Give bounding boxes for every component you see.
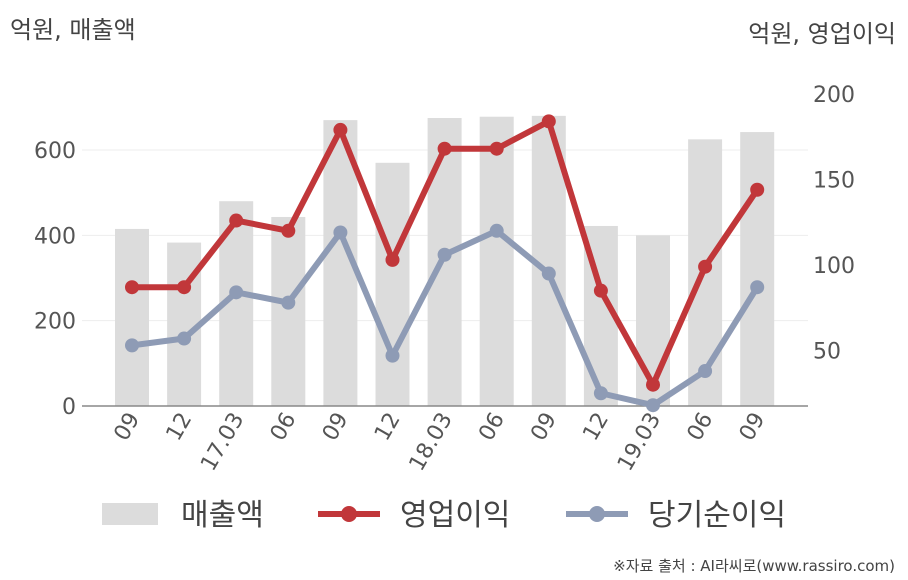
legend-swatch-revenue [102,503,158,525]
legend-label-operating-profit: 영업이익 [400,498,510,533]
bar-revenue [427,118,462,406]
data-point [489,223,504,238]
data-point [125,338,139,353]
data-point [646,377,660,392]
x-tick-label: 09 [735,409,771,446]
bar-revenue [375,162,410,406]
data-point [229,213,244,228]
legend-label-net-income: 당기순이익 [648,498,786,533]
data-point [698,364,713,379]
data-point [593,283,608,298]
data-point [489,141,504,156]
data-point [333,225,348,240]
legend-marker-operating-profit [341,506,357,522]
bar-revenue [115,228,149,406]
source-text: ※자료 출처 : AI라씨로(www.rassiro.com) [613,557,895,575]
data-point [541,266,556,281]
x-tick-label: 12 [370,409,406,446]
x-tick-label: 09 [526,409,562,446]
x-tick-label: 06 [683,409,719,446]
data-point [385,252,400,267]
line-series-operating-profit [125,114,765,392]
x-tick-label: 09 [110,409,146,446]
legend: 매출액 영업이익 당기순이익 [102,498,786,533]
data-point [437,141,452,156]
data-point [646,398,660,413]
x-tick-label: 12 [578,409,614,446]
x-tick-label: 19.03 [613,409,666,476]
x-tick-label: 06 [266,409,302,446]
x-tick-label: 18.03 [405,408,458,475]
left-tick-label: 200 [34,310,76,335]
right-tick-label: 50 [813,340,841,365]
data-point [333,122,348,137]
data-point [281,295,296,310]
left-axis-ticks: 0 200 400 600 [34,139,76,420]
line-series-net-income [125,223,765,413]
data-point [593,386,608,401]
data-point [541,114,556,129]
left-tick-label: 600 [34,139,76,164]
legend-label-revenue: 매출액 [181,498,264,533]
right-tick-label: 100 [813,254,855,279]
legend-marker-net-income [589,506,605,522]
left-axis-unit-label: 억원, 매출액 [10,16,136,44]
bar-revenue [271,216,306,406]
data-point [229,285,244,300]
line-series [125,114,765,413]
x-tick-label: 06 [474,409,510,446]
data-point [281,223,296,238]
right-axis-unit-label: 억원, 영업이익 [748,20,896,48]
data-point [750,182,765,197]
bar-revenue [479,116,514,406]
right-tick-label: 150 [813,169,855,194]
data-point [125,280,139,295]
data-point [437,247,452,262]
left-tick-label: 0 [62,395,76,420]
data-point [698,259,713,274]
data-point [750,280,765,295]
data-point [177,331,192,346]
x-tick-label: 09 [318,409,354,446]
data-point [385,348,400,363]
right-axis-ticks: 50 100 150 200 [813,83,855,365]
left-tick-label: 400 [34,224,76,249]
bar-revenue [740,132,775,406]
x-tick-label: 17.03 [196,409,249,476]
right-tick-label: 200 [813,83,855,108]
data-point [177,280,192,295]
x-tick-label: 12 [162,409,198,446]
